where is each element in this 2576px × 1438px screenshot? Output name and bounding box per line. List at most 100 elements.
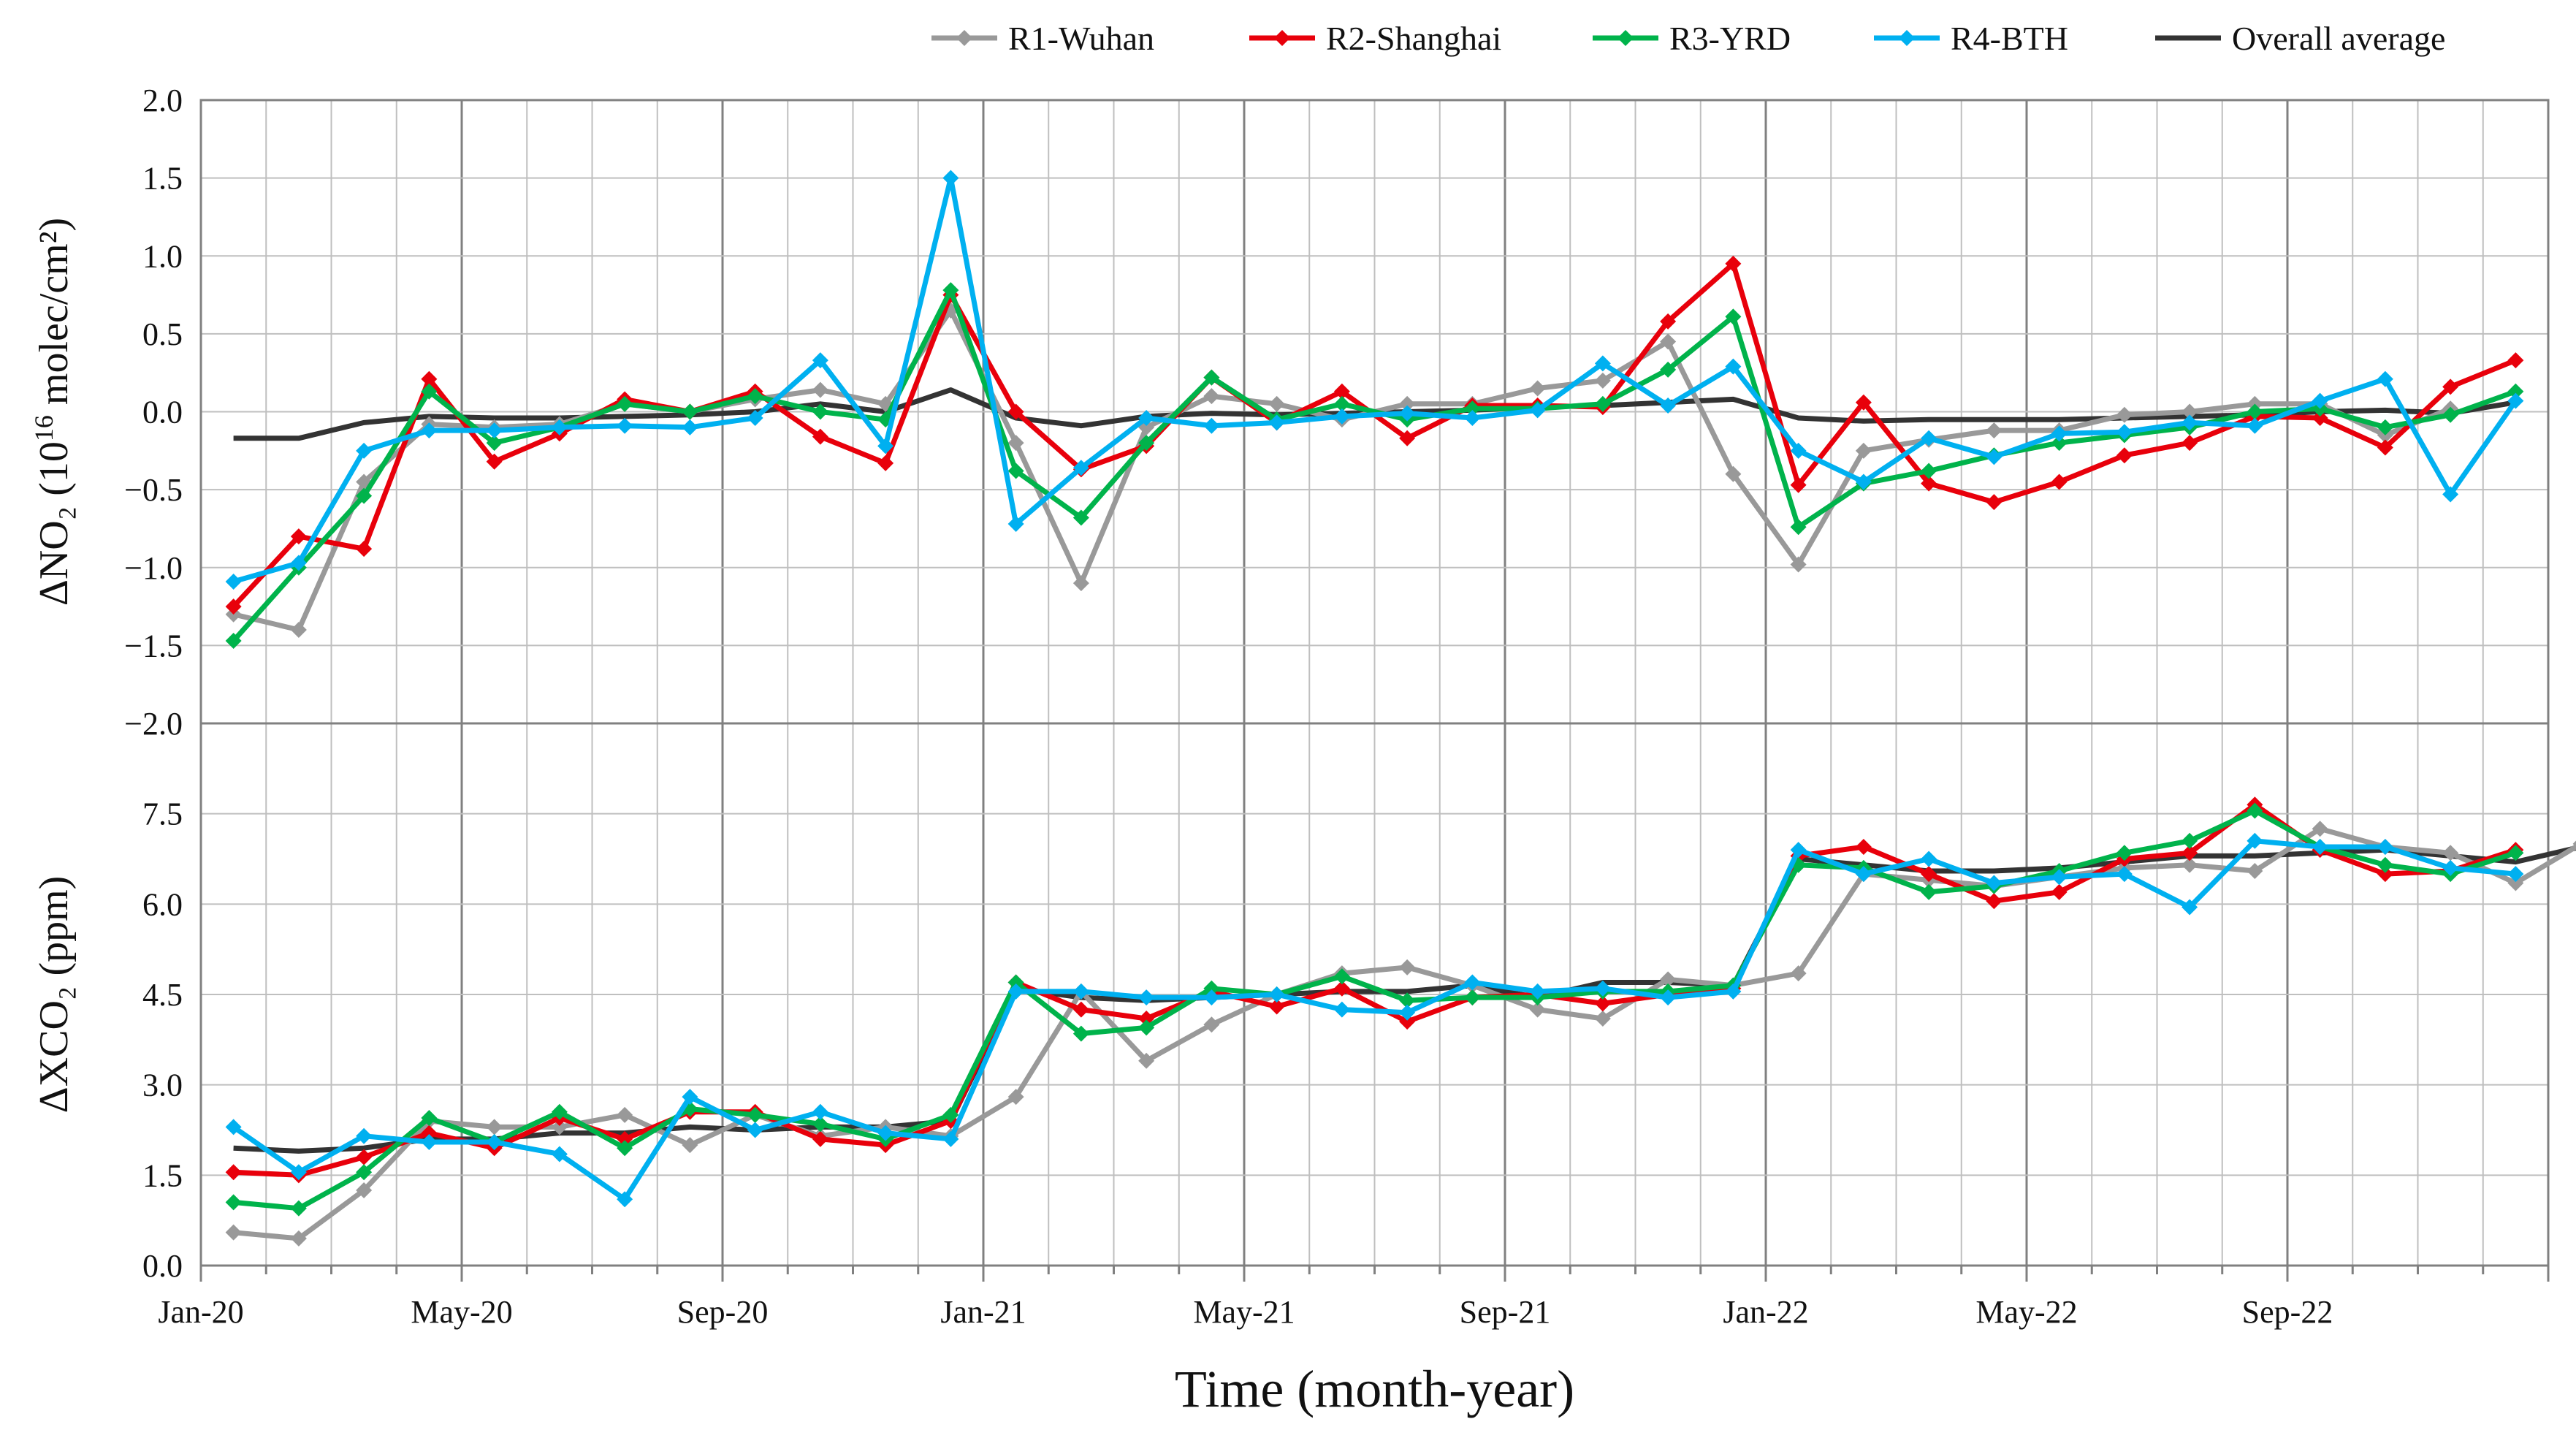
data-point: [1007, 516, 1024, 533]
data-point: [1529, 402, 1546, 419]
y-tick-label: 7.5: [142, 796, 183, 832]
data-point: [421, 1133, 438, 1150]
data-point: [1268, 998, 1285, 1015]
data-point: [1855, 473, 1872, 490]
data-point: [1268, 414, 1285, 431]
data-point: [1725, 983, 1742, 1000]
data-point: [1333, 968, 1350, 985]
data-point: [1529, 983, 1546, 1000]
data-point: [617, 1140, 633, 1157]
data-point: [1594, 395, 1611, 412]
data-point: [356, 487, 373, 504]
x-tick-label: May-21: [1193, 1294, 1295, 1330]
data-point: [2181, 832, 2198, 849]
data-point: [225, 598, 242, 615]
data-point: [290, 1164, 307, 1181]
data-point: [2312, 839, 2328, 856]
data-point: [2377, 866, 2393, 883]
data-point: [1333, 408, 1350, 425]
data-point: [1594, 1010, 1611, 1027]
data-point: [682, 1089, 698, 1106]
data-point: [1203, 369, 1220, 386]
data-point: [1399, 395, 1416, 412]
data-point: [1725, 308, 1742, 325]
data-point: [1464, 989, 1481, 1006]
data-point: [486, 435, 503, 452]
data-point: [1464, 400, 1481, 417]
x-tick-label: Jan-21: [940, 1294, 1026, 1330]
data-point: [2181, 856, 2198, 873]
data-point: [1464, 974, 1481, 991]
data-point: [486, 1119, 503, 1135]
data-point: [1594, 355, 1611, 372]
data-point: [290, 555, 307, 571]
data-point: [2051, 869, 2068, 886]
data-point: [942, 170, 959, 186]
legend-swatch-marker: [1899, 30, 1915, 46]
data-point: [1986, 494, 2003, 511]
y-tick-label: 3.0: [142, 1068, 183, 1103]
data-point: [1203, 388, 1220, 405]
data-point: [1399, 1013, 1416, 1030]
data-point: [2507, 383, 2524, 400]
data-point: [2312, 410, 2328, 427]
data-point: [1138, 410, 1155, 427]
data-point: [2377, 370, 2393, 387]
data-point: [2507, 352, 2524, 369]
data-point: [2377, 419, 2393, 435]
data-point: [1986, 422, 2003, 439]
data-point: [1072, 509, 1089, 526]
data-point: [1986, 893, 2003, 910]
data-point: [486, 422, 503, 439]
data-point: [2377, 856, 2393, 873]
data-point: [1790, 556, 1807, 573]
data-point: [421, 422, 438, 439]
data-point: [2377, 839, 2393, 856]
data-point: [290, 528, 307, 545]
data-point: [225, 1119, 242, 1135]
data-point: [1660, 989, 1677, 1006]
data-point: [356, 442, 373, 459]
data-point: [356, 1149, 373, 1165]
data-point: [290, 1230, 307, 1247]
data-point: [1790, 519, 1807, 536]
data-point: [1921, 463, 1937, 479]
data-point: [1268, 395, 1285, 412]
data-point: [2051, 435, 2068, 452]
data-point: [1660, 971, 1677, 988]
data-point: [2247, 403, 2263, 420]
data-point: [1007, 435, 1024, 452]
y-tick-label: 0.0: [142, 1248, 183, 1284]
data-point: [1790, 842, 1807, 859]
data-point: [2442, 406, 2459, 423]
data-point: [812, 428, 828, 445]
y-axis-title: ΔXCO₂ (ppm): [31, 876, 77, 1114]
data-point: [2181, 899, 2198, 916]
data-point: [2442, 486, 2459, 503]
data-point: [1725, 465, 1742, 482]
data-point: [942, 282, 959, 299]
data-point: [551, 1103, 568, 1120]
data-point: [1986, 449, 2003, 465]
x-tick-label: Jan-22: [1723, 1294, 1808, 1330]
x-tick-label: May-20: [411, 1294, 512, 1330]
data-point: [1072, 460, 1089, 476]
data-point: [1333, 395, 1350, 412]
data-point: [1399, 959, 1416, 975]
y-tick-label: −0.5: [124, 472, 183, 508]
y-tick-label: 1.5: [142, 161, 183, 197]
legend-swatch-marker: [1617, 30, 1634, 46]
data-point: [225, 573, 242, 590]
data-point: [421, 370, 438, 387]
data-point: [682, 1137, 698, 1154]
data-point: [812, 381, 828, 398]
x-tick-label: Sep-20: [677, 1294, 769, 1330]
data-point: [942, 1130, 959, 1147]
data-point: [290, 1200, 307, 1217]
series-line-r1-wuhan-xco2: [233, 826, 2576, 1241]
data-point: [2181, 435, 2198, 452]
data-point: [2247, 832, 2263, 849]
data-point: [1594, 372, 1611, 389]
data-point: [551, 1119, 568, 1135]
